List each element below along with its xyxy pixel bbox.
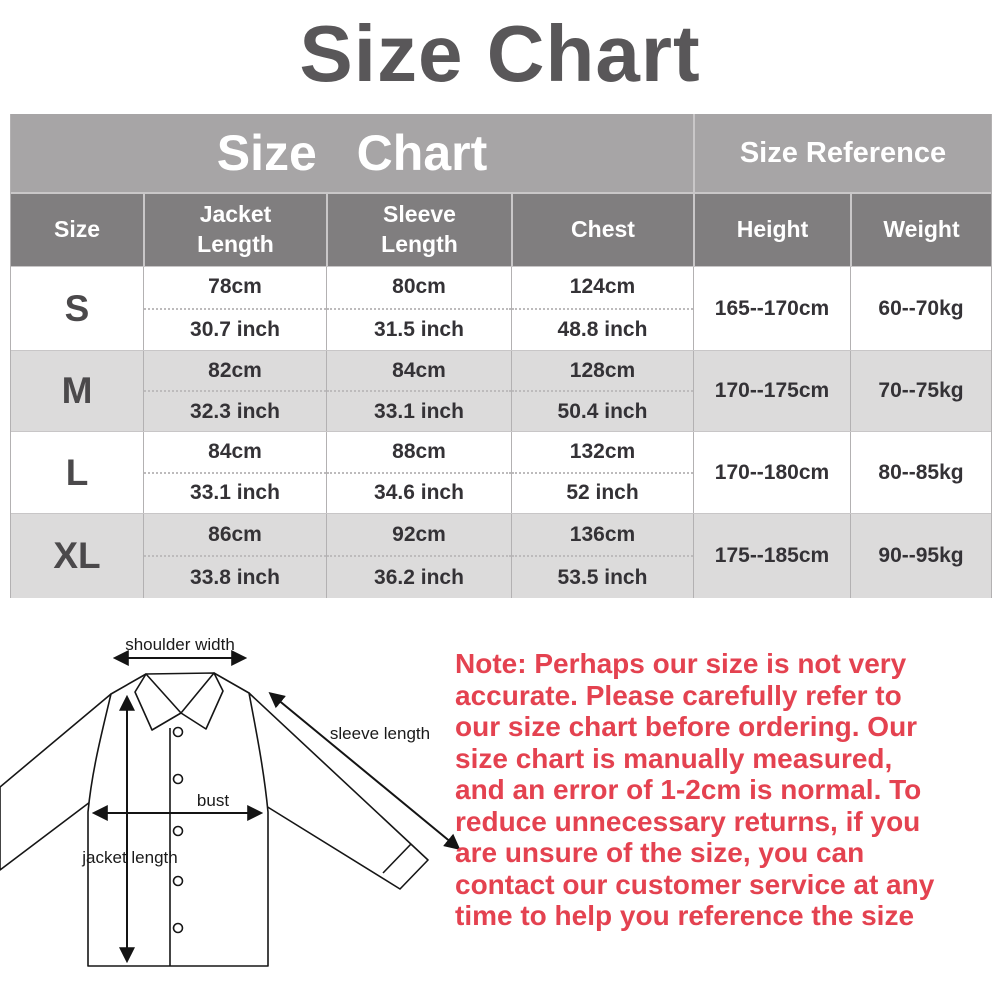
column-header-size: Size [53, 216, 101, 243]
jacket-right-sleeve [248, 692, 429, 890]
height-value: 170--180cm [693, 432, 850, 513]
jacket-length-cm: 82cm [144, 351, 326, 392]
chest-cell: 132cm 52 inch [511, 432, 693, 513]
height-value: 175--185cm [693, 514, 850, 598]
chest-inch: 53.5 inch [557, 565, 648, 589]
table-header-group-size-reference: Size Reference [693, 114, 991, 192]
shoulder-width-label: shoulder width [125, 635, 235, 654]
table-row-s: S 78cm 30.7 inch 80cm 31.5 inch 124cm 48… [11, 266, 991, 350]
sleeve-length-inch: 33.1 inch [374, 399, 464, 423]
sleeve-length-cm: 92cm [327, 514, 511, 557]
jacket-length-inch: 33.1 inch [190, 481, 280, 505]
jacket-length-cell: 78cm 30.7 inch [143, 267, 326, 350]
note-line: our size chart before ordering. Our [455, 711, 918, 742]
note-line: are unsure of the size, you can [455, 837, 865, 868]
sleeve-length-inch: 34.6 inch [374, 481, 464, 505]
chest-cm: 128cm [512, 351, 693, 392]
table-column-headers: Size Jacket Length Sleeve Length Chest H… [11, 192, 991, 266]
sleeve-length-cm: 88cm [327, 432, 511, 474]
table-row-l: L 84cm 33.1 inch 88cm 34.6 inch 132cm 52… [11, 431, 991, 513]
sleeve-length-cell: 80cm 31.5 inch [326, 267, 511, 350]
chest-inch: 52 inch [566, 481, 639, 505]
note-line: size chart is manually measured, [455, 742, 893, 774]
jacket-body [87, 672, 269, 967]
jacket-length-label: jacket length [81, 848, 177, 867]
chest-inch: 48.8 inch [557, 317, 648, 341]
size-chart-table: Size Chart Size Reference Size Jacket Le… [10, 114, 992, 598]
table-row-xl: XL 86cm 33.8 inch 92cm 36.2 inch 136cm 5… [11, 513, 991, 598]
sleeve-length-cell: 92cm 36.2 inch [326, 514, 511, 598]
height-value: 165--170cm [693, 267, 850, 350]
note-line: contact our customer service at any [455, 868, 935, 900]
note-line: accurate. Please carefully refer to [455, 679, 902, 711]
page-title: Size Chart [299, 9, 701, 98]
note-line: reduce unnecessary returns, if you [455, 805, 921, 837]
chest-inch: 50.4 inch [557, 399, 648, 423]
chest-cell: 124cm 48.8 inch [511, 267, 693, 350]
chest-cm: 136cm [512, 514, 693, 557]
note-line: and an error of 1-2cm is normal. To [455, 774, 922, 805]
weight-value: 90--95kg [850, 514, 991, 598]
weight-value: 80--85kg [850, 432, 991, 513]
size-label: L [65, 451, 89, 493]
jacket-measurement-diagram: shoulder width sleeve length bust jacket… [0, 635, 461, 967]
sleeve-length-cm: 80cm [327, 267, 511, 310]
column-header-sleeve-length: Sleeve Length [326, 194, 511, 266]
height-value: 170--175cm [693, 351, 850, 431]
jacket-length-cm: 86cm [144, 514, 326, 557]
size-note: Note: Perhaps our size is not very accur… [455, 648, 934, 932]
jacket-length-inch: 30.7 inch [190, 317, 280, 341]
column-header-height: Height [693, 194, 850, 266]
jacket-length-cm: 84cm [144, 432, 326, 474]
jacket-length-cm: 78cm [144, 267, 326, 310]
jacket-collar-left [134, 673, 182, 731]
chest-cm: 132cm [512, 432, 693, 474]
column-header-chest: Chest [511, 194, 693, 266]
jacket-length-cell: 84cm 33.1 inch [143, 432, 326, 513]
size-label: M [61, 370, 93, 411]
table-header-band: Size Chart Size Reference [11, 114, 991, 192]
weight-value: 70--75kg [850, 351, 991, 431]
size-label: XL [53, 535, 101, 576]
jacket-length-cell: 82cm 32.3 inch [143, 351, 326, 431]
chest-cell: 136cm 53.5 inch [511, 514, 693, 598]
sleeve-length-arrow [268, 691, 461, 851]
table-header-group-size-chart: Size Chart [216, 125, 488, 181]
jacket-buttons [172, 726, 184, 934]
sleeve-length-inch: 36.2 inch [374, 565, 464, 589]
size-label: S [64, 287, 90, 329]
weight-value: 60--70kg [850, 267, 991, 350]
sleeve-length-inch: 31.5 inch [374, 317, 464, 341]
jacket-collar-right [180, 672, 224, 730]
jacket-length-inch: 33.8 inch [190, 565, 280, 589]
note-line: Note: Perhaps our size is not very [455, 648, 907, 679]
jacket-length-cell: 86cm 33.8 inch [143, 514, 326, 598]
sleeve-length-cell: 84cm 33.1 inch [326, 351, 511, 431]
sleeve-length-cm: 84cm [327, 351, 511, 392]
jacket-length-inch: 32.3 inch [190, 399, 280, 423]
bust-label: bust [197, 791, 229, 810]
sleeve-length-label: sleeve length [330, 724, 430, 743]
column-header-weight: Weight [850, 194, 991, 266]
note-line: time to help you reference the size [455, 900, 915, 931]
column-header-jacket-length: Jacket Length [143, 194, 326, 266]
chest-cell: 128cm 50.4 inch [511, 351, 693, 431]
chest-cm: 124cm [512, 267, 693, 310]
sleeve-length-cell: 88cm 34.6 inch [326, 432, 511, 513]
table-row-m: M 82cm 32.3 inch 84cm 33.1 inch 128cm 50… [11, 350, 991, 431]
